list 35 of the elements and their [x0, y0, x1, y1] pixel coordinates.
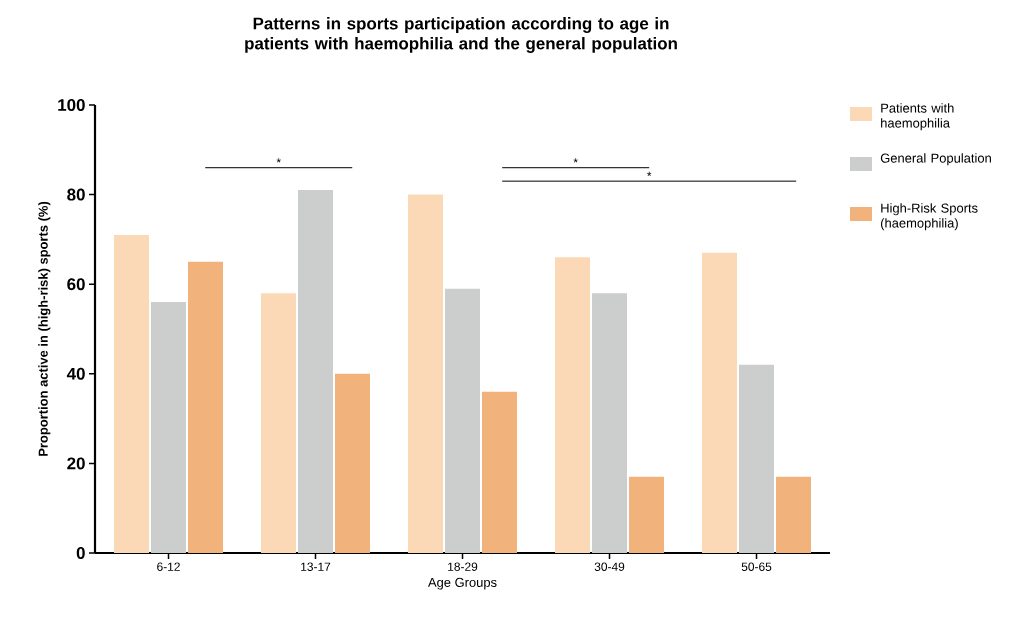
bar — [114, 234, 150, 553]
x-tick-label: 13-17 — [301, 562, 331, 571]
bar — [702, 252, 738, 553]
y-tick-label: 80 — [67, 188, 85, 201]
y-tick-label: 20 — [67, 457, 85, 470]
annotation: * — [647, 171, 652, 176]
bar — [261, 293, 297, 553]
x-tick-label: 6-12 — [157, 562, 180, 571]
y-tick-label: 100 — [58, 98, 85, 111]
legend-label: General Population — [880, 153, 991, 166]
y-axis-title: Proportion active in (high-risk) sports (%) — [38, 201, 51, 456]
x-tick-label: 50-65 — [741, 562, 772, 571]
bar — [298, 190, 334, 553]
bar — [629, 476, 665, 553]
y-tick-label: 40 — [66, 367, 85, 380]
x-tick-label: 18-29 — [448, 562, 478, 571]
bar — [445, 288, 481, 553]
bar — [592, 293, 628, 553]
bar — [776, 476, 812, 553]
y-tick-label: 60 — [67, 278, 85, 291]
x-tick-label: 30-49 — [594, 562, 625, 571]
bar — [151, 302, 187, 553]
bar — [482, 391, 518, 553]
y-tick-label: 0 — [76, 546, 85, 559]
bar — [188, 261, 224, 553]
legend-label: High-Risk Sports (haemophilia) — [881, 203, 978, 231]
x-axis-title: Age Groups — [427, 577, 497, 590]
bar — [555, 257, 591, 553]
annotation: * — [276, 158, 281, 163]
annotation: * — [573, 158, 578, 163]
chart-title: Patterns in sports participation according to age in patients with haemophilia and the general population — [245, 17, 677, 53]
bar — [739, 364, 775, 553]
bar — [408, 194, 444, 553]
bar — [335, 373, 371, 553]
legend-label: Patients with haemophilia — [881, 103, 954, 131]
